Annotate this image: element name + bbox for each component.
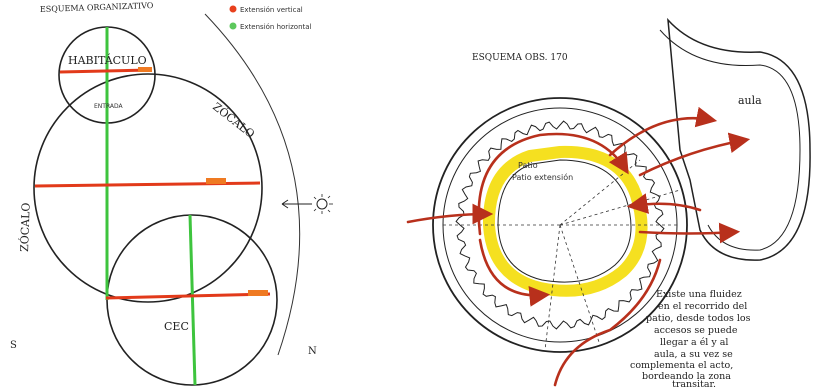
flow-arrows (406, 106, 751, 387)
note-line-1: Existe una fluidez (656, 289, 742, 300)
sun-icon (281, 194, 333, 214)
patio-wavy-ring (455, 120, 665, 330)
aula-label: aula (738, 94, 762, 107)
north-label: N (308, 346, 317, 357)
right-panel: ESQUEMA OBS. 170 aula Patio Patio extens… (406, 17, 811, 387)
arrow-aula-3 (626, 193, 702, 214)
south-label: S (10, 340, 17, 351)
legend-green-dot (229, 22, 237, 30)
patio-inner-outline (497, 159, 632, 283)
orange-marker-habitaculo (138, 67, 152, 72)
note-line-2: en el recorrido del (658, 301, 747, 312)
cec-label: CEC (164, 320, 189, 333)
arrow-aula-2 (638, 132, 751, 177)
zocalo-right-label: ZÓCALO (210, 99, 258, 140)
patio-outer-circle (432, 97, 688, 353)
red-line-main (34, 181, 261, 188)
zocalo-left-label: ZÓCALO (17, 202, 33, 252)
radial-lines (440, 159, 681, 351)
legend: Extensión vertical Extensión horizontal (229, 5, 312, 31)
patio-label: Patio extensión (512, 172, 573, 182)
arrow-aula-1 (608, 106, 718, 157)
red-line-habitaculo (59, 68, 153, 74)
aula-building (667, 17, 811, 261)
green-axis-cec (188, 214, 197, 386)
arrow-loop-bottom (478, 238, 551, 307)
orange-marker-cec (248, 290, 268, 296)
note-line-9: transitar. (672, 379, 716, 387)
arrow-aula-4 (638, 222, 741, 244)
aula-wall-inner (659, 29, 801, 251)
left-panel-title: ESQUEMA ORGANIZATIVO (40, 1, 154, 14)
entrada-label: ENTRADA (94, 103, 123, 110)
note-line-8: bordeando la zona (642, 371, 731, 382)
outer-arc (204, 13, 301, 356)
handwritten-note: Existe una fluidez en el recorrido del p… (630, 289, 751, 387)
habitaculo-label: HABITÁCULO (68, 53, 147, 67)
red-line-cec (105, 292, 271, 300)
legend-green-label: Extensión horizontal (240, 23, 312, 31)
main-circle (33, 73, 263, 303)
note-line-6: aula, a su vez se (654, 349, 733, 360)
arrow-loop-top (477, 132, 629, 236)
patio-label-line1: Patio (518, 161, 538, 170)
legend-red-dot (229, 5, 237, 13)
note-line-4: accesos se puede (654, 325, 738, 336)
arrow-entry-left (406, 203, 494, 225)
left-panel: ESQUEMA ORGANIZATIVO Extensión vertical … (10, 1, 333, 386)
note-line-7: complementa el acto, (630, 360, 733, 371)
right-panel-title: ESQUEMA OBS. 170 (472, 53, 568, 63)
note-line-5: llegar a él y al (660, 337, 728, 348)
orange-marker-main (206, 178, 226, 184)
arrow-bottom-up (553, 258, 662, 387)
legend-red-label: Extensión vertical (240, 6, 303, 14)
note-line-3: patio, desde todos los (646, 313, 751, 324)
